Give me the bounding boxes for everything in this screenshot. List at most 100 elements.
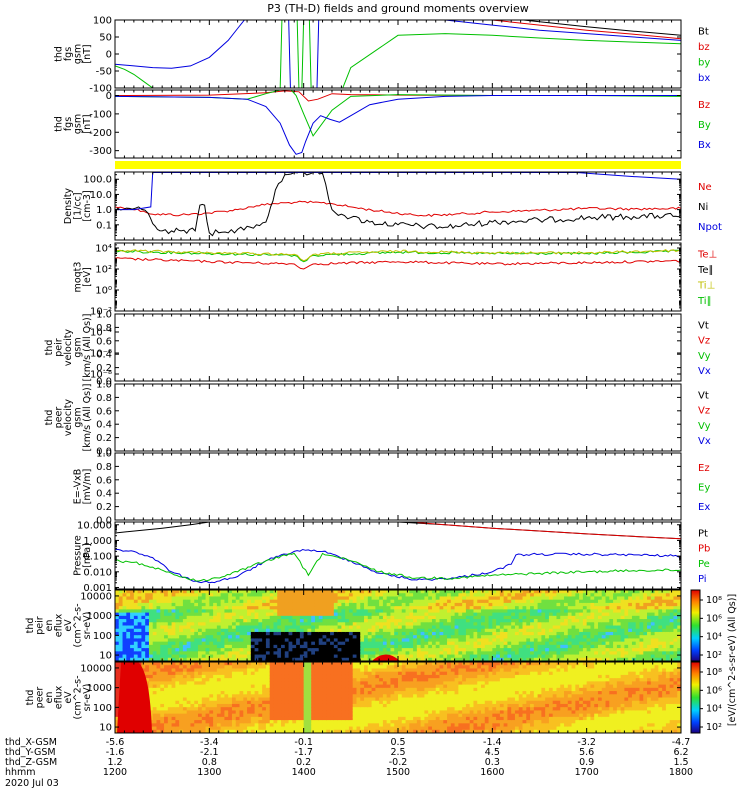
legend-electron_velocity-0: Vt xyxy=(698,390,709,401)
ylabel-electron_velocity-2: velocity xyxy=(63,399,74,437)
legend-fgs-1: bz xyxy=(698,42,710,53)
legend-ion_velocity-3: Vx xyxy=(698,366,711,377)
ytick-ion_spectrogram-0: 10000 xyxy=(80,591,112,602)
legend-fgs-3: bx xyxy=(698,73,710,84)
ytick-temperature-1: 10² xyxy=(95,265,112,276)
electron-spectrogram-hot-region xyxy=(117,662,152,733)
ylabel-ion_spectrogram-0: thd xyxy=(25,618,36,634)
ytick-electron_spectrogram-1: 1000 xyxy=(87,683,112,694)
ephem-2-2: 0.2 xyxy=(296,757,311,768)
legend-ion_velocity-2: Vy xyxy=(698,351,711,362)
ylabel-ion_spectrogram-5: (cm^2-s- xyxy=(73,604,84,648)
ytick-density-3: 0.1 xyxy=(96,220,112,231)
series-fgs-Bt xyxy=(519,20,681,36)
ylabel-pressure-1: [nPa] xyxy=(82,543,93,568)
ytick-temperature-2: 10⁰ xyxy=(95,286,112,297)
ytick-fgs-1: 50 xyxy=(99,33,112,44)
ylabel-electron_velocity-3: gsm xyxy=(73,407,84,427)
ytick-fgs_zoom-1: -100 xyxy=(89,109,112,120)
colorbar-tick-electron_spectrogram-0: 10⁸ xyxy=(706,667,722,678)
frame-fgs xyxy=(114,19,682,89)
ytick-ion_velocity-2: 0.6 xyxy=(96,336,112,347)
ytick-pressure-4: 0.001 xyxy=(83,583,112,594)
ion_spectrogram-image xyxy=(115,590,681,661)
legend-density-1: Ni xyxy=(698,202,708,213)
ytick-pressure-1: 1.000 xyxy=(83,536,112,547)
panel-electron_spectrogram: 10000 1000 100 10 thdpeerenefluxeV(cm^2-s-sr… xyxy=(25,661,722,734)
ylabel-ion_spectrogram-4: eV xyxy=(63,619,74,632)
legend-fgs_zoom-0: Bz xyxy=(698,100,710,111)
legend-temperature-2: Ti⊥ xyxy=(697,281,715,292)
ytick-fgs-4: -100 xyxy=(89,84,112,95)
panel-ion_velocity: 1.0 0.8 0.6 0.4 0.2 0.0 thdpeirvelocitygsm[km/… xyxy=(44,310,711,388)
ephem-1-5: 5.6 xyxy=(579,747,594,758)
ytick-fgs_zoom-2: -200 xyxy=(89,128,112,139)
panel-ion_spectrogram: 10000 1000 100 10 thdpeirenefluxeV(cm^2-s-sr… xyxy=(25,589,722,662)
ytick-ion_spectrogram-2: 100 xyxy=(93,631,112,642)
ytick-temperature-3: 10⁻² xyxy=(90,307,112,318)
ytick-density-2: 1.0 xyxy=(96,205,112,216)
ytick-temperature-4: 10⁻⁴ xyxy=(90,328,112,339)
legend-pressure-2: Pe xyxy=(698,559,710,570)
ephem-2-5: 0.9 xyxy=(579,757,594,768)
ylabel-electron_velocity-1: peer xyxy=(54,407,65,429)
colorbar-tick-ion_spectrogram-0: 10⁸ xyxy=(706,595,722,606)
panel-efield: 1.0 0.8 0.6 0.4 0.2 0.0 E=-VxB[mV/m] Ez Ey Ex xyxy=(73,449,711,527)
colorbar-ion_spectrogram: 10⁸ 10⁶ 10⁴ 10² xyxy=(690,589,722,662)
ytick-electron_velocity-0: 1.0 xyxy=(96,380,112,391)
ytick-efield-4: 0.2 xyxy=(96,502,112,513)
ylabel-fgs-2: gsm xyxy=(73,44,84,64)
colorbar-label: [eV/(cm^2-s-sr-eV) (All Qs)] xyxy=(727,594,738,726)
ytick-ion_velocity-3: 0.4 xyxy=(96,350,112,361)
time-tick-0: 1200 xyxy=(103,767,127,778)
frame-pressure xyxy=(114,521,682,590)
legend-fgs_zoom-1: By xyxy=(698,120,711,131)
legend-pressure-1: Pb xyxy=(698,544,710,555)
colorbar-tick-ion_spectrogram-1: 10⁶ xyxy=(706,613,722,624)
ytick-electron_velocity-5: 0.0 xyxy=(96,447,112,458)
ylabel-pressure-0: Pressure xyxy=(73,535,84,576)
ytick-efield-2: 0.6 xyxy=(96,475,112,486)
ylabel-electron_spectrogram-3: eflux xyxy=(54,685,65,709)
ephem-2-4: 0.3 xyxy=(485,757,500,768)
ephem-0-2: -0.1 xyxy=(294,737,313,748)
series-density-Ne xyxy=(115,200,681,218)
ytick-electron_velocity-4: 0.2 xyxy=(96,433,112,444)
ylabel-ion_velocity-0: thd xyxy=(44,340,55,356)
series-temperature-Ti⊥ xyxy=(115,249,681,262)
frame-efield xyxy=(114,452,682,521)
ephem-0-0: -5.6 xyxy=(106,737,125,748)
legend-fgs_zoom-2: Bx xyxy=(698,140,711,151)
electron_spectrogram-image xyxy=(115,662,681,733)
ylabel-density-0: Density xyxy=(63,188,74,224)
ytick-electron_spectrogram-3: 10 xyxy=(99,723,112,734)
ylabel-ion_spectrogram-6: sr-eV) xyxy=(82,612,93,640)
series-fgs-by xyxy=(115,20,681,88)
ytick-density-1: 10.0 xyxy=(90,190,112,201)
ylabel-efield-1: [mV/m] xyxy=(82,469,93,505)
time-tick-3: 1500 xyxy=(386,767,410,778)
series-fgs-bx xyxy=(115,20,681,88)
ylabel-ion_velocity-1: peir xyxy=(54,338,65,357)
ephem-0-5: -3.2 xyxy=(577,737,596,748)
legend-ion_velocity-0: Vt xyxy=(698,320,709,331)
ytick-ion_spectrogram-3: 10 xyxy=(99,651,112,662)
colorbar-tick-electron_spectrogram-2: 10⁴ xyxy=(706,704,722,715)
legend-fgs-2: by xyxy=(698,58,710,69)
colorbar-tick-ion_spectrogram-3: 10² xyxy=(706,650,722,661)
ylabel-ion_velocity-4: [km/s (All Qs)] xyxy=(82,314,93,382)
panel-pressure: 10.000 1.000 0.100 0.010 0.001 Pressure[nPa] P… xyxy=(73,520,711,594)
ylabel-fgs_zoom-3: [nT] xyxy=(82,114,93,133)
figure-title: P3 (TH-D) fields and ground moments over… xyxy=(267,2,529,15)
ephem-1-3: 2.5 xyxy=(390,747,405,758)
colorbar-electron_spectrogram: 10⁸ 10⁶ 10⁴ 10² xyxy=(690,661,722,734)
ytick-electron_spectrogram-0: 10000 xyxy=(80,663,112,674)
ylabel-density-2: [cm-3] xyxy=(82,190,93,221)
ylabel-ion_velocity-3: gsm xyxy=(73,337,84,357)
ytick-electron_velocity-2: 0.6 xyxy=(96,406,112,417)
ylabel-fgs_zoom-1: fgs xyxy=(63,117,74,131)
ephem-2-3: -0.2 xyxy=(389,757,408,768)
ephem-1-1: -2.1 xyxy=(200,747,219,758)
